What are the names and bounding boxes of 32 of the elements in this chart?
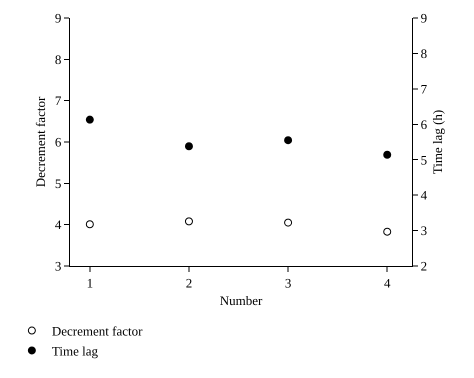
y-tick-label: 9 <box>54 10 62 26</box>
x-tick-label: 4 <box>384 276 391 291</box>
point <box>383 228 392 236</box>
legend-label: Time lag <box>52 344 98 359</box>
y2-tick-label: 7 <box>420 81 428 96</box>
y-tick-label: 6 <box>54 134 62 150</box>
x-tick-label: 3 <box>284 276 292 291</box>
y2-tick-label: 9 <box>420 10 428 26</box>
point <box>184 142 193 150</box>
x-tick-label: 1 <box>86 276 94 291</box>
y-axis-title: Decrement factor <box>32 96 48 188</box>
x-tick-label: 2 <box>186 276 192 291</box>
y2-tick-label: 8 <box>420 46 428 61</box>
point <box>86 220 94 228</box>
y2-tick-label: 5 <box>420 152 428 168</box>
y-tick-label: 4 <box>54 217 62 232</box>
y2-axis-title: Time lag (h) <box>430 110 446 174</box>
point <box>86 116 94 124</box>
legend-label: Decrement factor <box>52 324 144 339</box>
y-tick-label: 8 <box>54 52 62 67</box>
point <box>383 150 392 159</box>
y2-tick-label: 6 <box>420 116 428 132</box>
point <box>284 136 292 144</box>
y-tick-label: 7 <box>54 93 62 108</box>
y-tick-label: 3 <box>54 258 62 274</box>
y2-tick-label: 2 <box>420 258 428 274</box>
y2-tick-label: 3 <box>420 223 428 238</box>
point <box>184 217 193 226</box>
y-tick-label: 5 <box>54 176 62 191</box>
point <box>284 218 292 227</box>
y2-tick-label: 4 <box>420 188 428 203</box>
x-axis-title: Number <box>220 293 263 308</box>
